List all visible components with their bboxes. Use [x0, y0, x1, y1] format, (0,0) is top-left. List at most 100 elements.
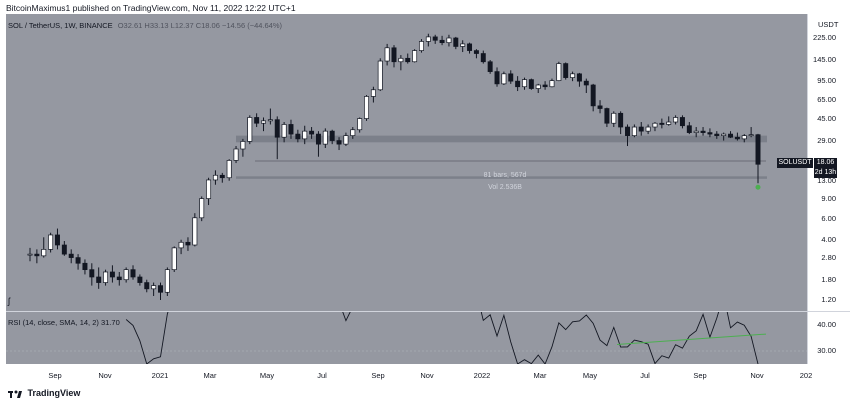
- ohlc-values: O32.61 H33.13 L12.37 C18.06 −14.56 (−44.…: [117, 21, 283, 30]
- candle-body: [233, 148, 239, 161]
- candle-body: [460, 43, 466, 47]
- price-tick: 13.00: [817, 175, 836, 185]
- candle-body: [171, 247, 177, 271]
- candle-body: [549, 80, 555, 88]
- price-tick: 95.00: [817, 76, 836, 86]
- last-price-tag: SOLUSDT 18.06 2d 13h: [777, 158, 837, 179]
- tradingview-logo-icon: [8, 390, 22, 398]
- time-tick: Sep: [48, 371, 62, 380]
- candle-body: [556, 63, 562, 81]
- candle-body: [185, 241, 191, 246]
- candle-body: [288, 124, 294, 135]
- symbol-legend[interactable]: SOL / TetherUS, 1W, BINANCE O32.61 H33.1…: [8, 21, 285, 30]
- candle-body: [734, 136, 740, 140]
- candle-body: [41, 249, 47, 257]
- candle-body: [501, 73, 507, 85]
- candle-body: [384, 47, 390, 62]
- time-tick: Sep: [371, 371, 385, 380]
- candle-body: [439, 39, 445, 44]
- price-tick: 29.00: [817, 135, 836, 145]
- candle-body: [206, 179, 212, 199]
- candle-body: [103, 271, 109, 283]
- candle-body: [302, 130, 308, 140]
- price-tag-value: 18.06: [814, 158, 837, 168]
- candle-body: [611, 112, 617, 124]
- footer-brand[interactable]: TradingView: [8, 388, 80, 398]
- time-tick: 2021: [151, 371, 169, 380]
- candle-body: [666, 121, 672, 125]
- candle-body: [728, 133, 734, 138]
- logo-mark-icon: ʃ: [7, 296, 11, 306]
- time-tick: Nov: [750, 371, 764, 380]
- candle-body: [535, 84, 541, 89]
- candle-body: [164, 269, 170, 293]
- candle-body: [27, 253, 33, 256]
- time-tick: 202: [799, 371, 813, 380]
- candle-body: [618, 112, 624, 128]
- candle-body: [364, 96, 370, 119]
- currency-label: USDT: [818, 20, 839, 29]
- candle-body: [343, 135, 349, 145]
- candle-body: [144, 282, 150, 290]
- candle-body: [130, 269, 136, 278]
- candle-body: [377, 60, 383, 91]
- candle-body: [453, 37, 459, 47]
- candle-body: [158, 285, 163, 293]
- rsi-pane: [6, 312, 807, 364]
- candle-body: [487, 61, 493, 72]
- price-tick: 1.80: [821, 274, 836, 284]
- candle-body: [597, 105, 603, 109]
- time-tick: Mar: [533, 371, 547, 380]
- candle-body: [473, 50, 479, 54]
- time-tick: Mar: [203, 371, 217, 380]
- candle-body: [109, 271, 115, 278]
- candle-body: [82, 262, 88, 271]
- candle-body: [467, 43, 473, 51]
- candle-body: [522, 79, 527, 88]
- candle-body: [391, 47, 397, 63]
- time-tick: May: [259, 371, 275, 380]
- price-tick: 145.00: [813, 54, 836, 64]
- candle-body: [446, 37, 452, 44]
- candle-body: [659, 122, 665, 125]
- chart-canvas[interactable]: ʃ: [0, 14, 850, 387]
- candle-body: [604, 108, 610, 124]
- candle-body: [219, 174, 225, 179]
- candle-body: [563, 63, 569, 78]
- rsi-legend[interactable]: RSI (14, close, SMA, 14, 2) 31.70: [8, 318, 120, 327]
- time-tick: Nov: [98, 371, 112, 380]
- candle-body: [329, 130, 335, 141]
- candle-body: [123, 269, 129, 281]
- time-tick: Jul: [640, 371, 650, 380]
- candle-body: [178, 241, 184, 249]
- candle-body: [638, 126, 644, 132]
- candle-body: [350, 129, 356, 136]
- price-tag-countdown: 2d 13h: [814, 168, 837, 178]
- candle-body: [700, 130, 706, 133]
- range-volume-label: Vol 2.536B: [488, 184, 522, 191]
- price-tick: 6.00: [821, 214, 836, 224]
- candle-body: [570, 73, 576, 78]
- candle-body: [267, 119, 273, 122]
- candle-body: [75, 257, 81, 264]
- zone-support: [236, 176, 767, 179]
- candle-body: [295, 133, 301, 140]
- candle-body: [48, 234, 54, 250]
- price-tick: 9.00: [821, 194, 836, 204]
- price-tag-symbol: SOLUSDT: [777, 158, 813, 168]
- candle-body: [240, 141, 246, 150]
- candle-body: [480, 53, 486, 63]
- symbol-name[interactable]: SOL / TetherUS, 1W, BINANCE: [8, 21, 113, 30]
- candle-body: [686, 125, 692, 133]
- candle-body: [748, 134, 754, 137]
- candle-body: [315, 133, 321, 145]
- price-tick: 45.00: [817, 113, 836, 123]
- candle-body: [61, 244, 67, 255]
- time-tick: May: [582, 371, 598, 380]
- zone-resistance: [236, 135, 767, 143]
- candle-body: [673, 117, 679, 123]
- candle-body: [199, 198, 205, 219]
- range-bars-label: 81 bars, 567d: [483, 172, 527, 179]
- candle-body: [583, 80, 589, 86]
- time-tick: 2022: [473, 371, 491, 380]
